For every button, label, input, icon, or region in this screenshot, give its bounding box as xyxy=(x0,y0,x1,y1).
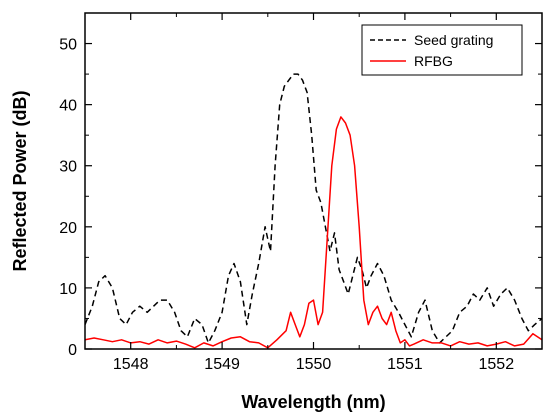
y-axis-title: Reflected Power (dB) xyxy=(10,90,30,271)
y-tick-label: 40 xyxy=(59,98,77,115)
series-layer xyxy=(85,73,542,349)
y-tick-label: 50 xyxy=(59,37,77,54)
x-tick-label: 1551 xyxy=(387,356,423,373)
legend-label-rfbg: RFBG xyxy=(414,53,453,69)
legend-label-seed-grating: Seed grating xyxy=(414,32,493,48)
axes-layer: 1548 1549 1550 1551 1552 0 10 20 30 40 50 xyxy=(59,13,542,373)
x-tick-label: 1549 xyxy=(204,356,240,373)
series-line-seed-grating xyxy=(85,73,542,344)
y-tick-label: 0 xyxy=(68,342,77,359)
legend: Seed grating RFBG xyxy=(361,24,523,76)
y-tick-label: 20 xyxy=(59,220,77,237)
x-tick-label: 1552 xyxy=(479,356,515,373)
y-tick-label: 10 xyxy=(59,281,77,298)
series-line-rfbg xyxy=(85,116,542,349)
x-tick-label: 1548 xyxy=(113,356,149,373)
y-tick-label: 30 xyxy=(59,159,77,176)
x-tick-label: 1550 xyxy=(296,356,332,373)
legend-box xyxy=(361,24,523,76)
x-axis-title: Wavelength (nm) xyxy=(241,392,385,412)
